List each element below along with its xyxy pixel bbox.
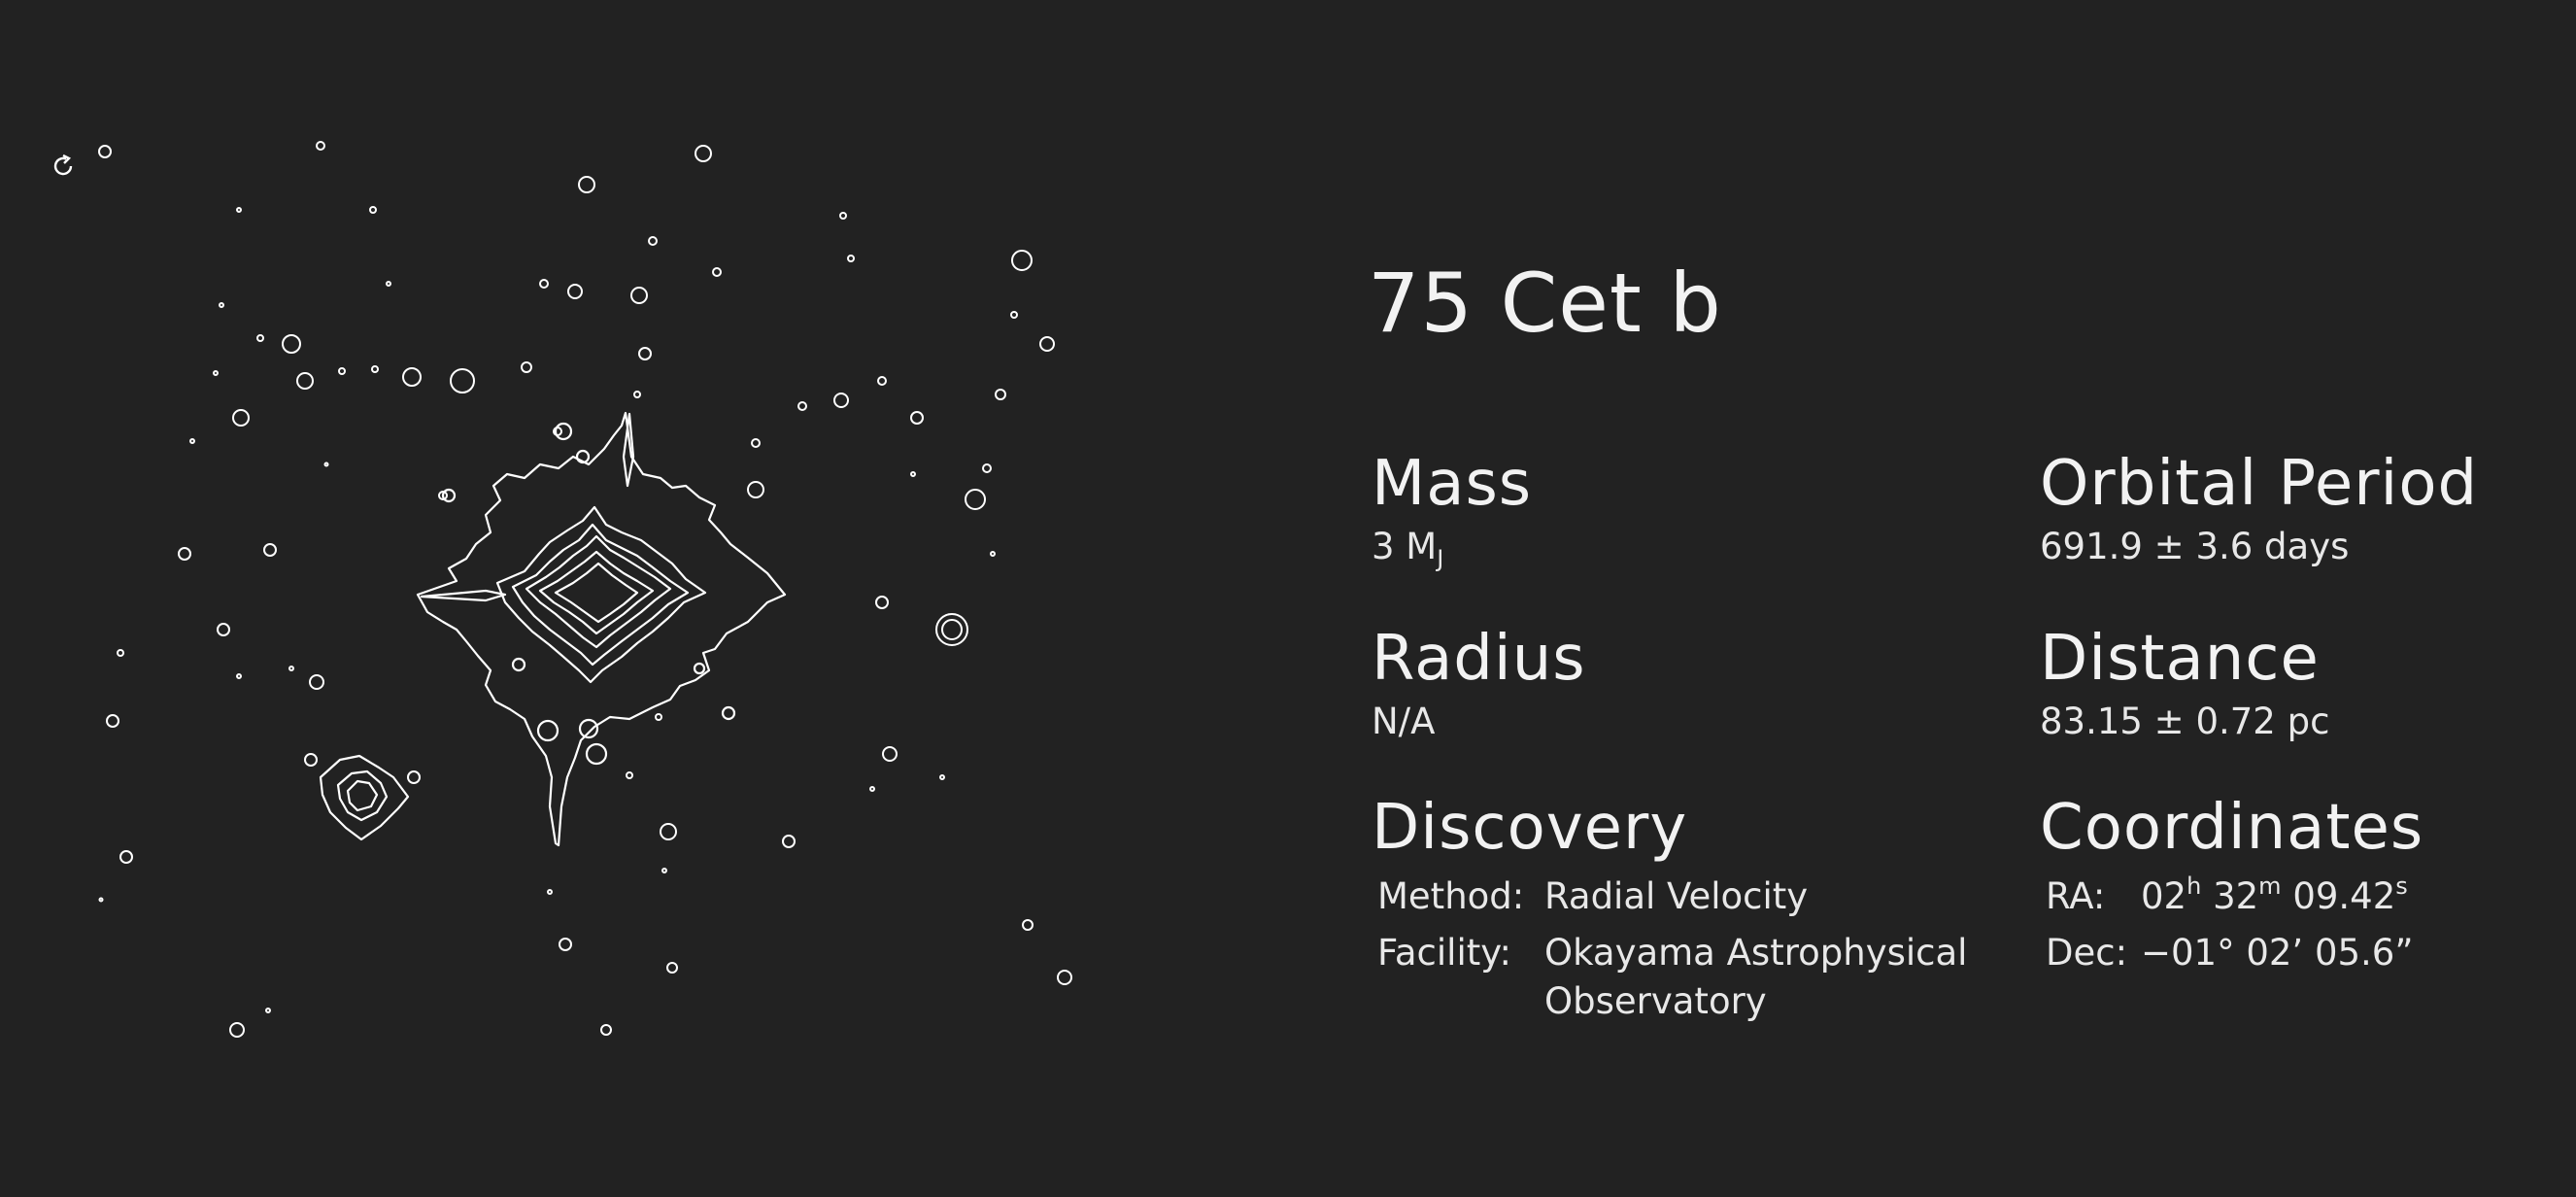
main-star-contour-4 (538, 550, 655, 635)
mass-number: 3 M (1372, 526, 1438, 567)
main-star-contour-3 (525, 534, 672, 649)
ra-minutes: 32 (2213, 875, 2259, 917)
ra-minutes-unit: m (2258, 872, 2282, 900)
ra-hours: 02 (2141, 875, 2187, 917)
facility-value: Okayama Astrophysical Observatory (1544, 929, 1967, 1026)
planet-name: 75 Cet b (1368, 256, 1722, 351)
ra-hours-unit: h (2186, 872, 2202, 900)
method-value: Radial Velocity (1544, 875, 1809, 917)
discovery-method-row: Method: Radial Velocity (1377, 872, 1967, 921)
secondary-star-outer (319, 754, 410, 841)
ra-seconds-unit: s (2395, 872, 2408, 900)
radius-heading: Radius (1372, 623, 1586, 695)
main-star-outer-contour (416, 411, 787, 847)
background-stars (98, 141, 1072, 1038)
coordinates-section: Coordinates RA: 02h 32m 09.42s Dec: −01°… (2040, 797, 2423, 977)
method-label: Method: (1377, 875, 1525, 917)
mass-section: Mass 3 MJ (1372, 453, 1532, 570)
mass-unit-subscript: J (1437, 545, 1444, 572)
star-field-contour-image (0, 0, 1117, 1197)
ra-row: RA: 02h 32m 09.42s (2046, 872, 2423, 921)
dec-row: Dec: −01° 02’ 05.6” (2046, 929, 2423, 977)
radius-section: Radius N/A (1372, 628, 1586, 739)
star-field-svg (98, 141, 1072, 1038)
ra-seconds: 09.42 (2292, 875, 2396, 917)
ra-label: RA: (2046, 875, 2106, 917)
dec-label: Dec: (2046, 932, 2128, 974)
main-star-spike-left (420, 589, 507, 602)
secondary-star-inner (346, 779, 379, 812)
distance-heading: Distance (2040, 623, 2320, 695)
radius-value: N/A (1372, 701, 1436, 742)
orbital-period-section: Orbital Period 691.9 ± 3.6 days (2040, 453, 2478, 564)
discovery-facility-row: Facility: Okayama Astrophysical Observat… (1377, 929, 1967, 1026)
facility-label: Facility: (1377, 932, 1511, 974)
main-star-contour-1 (495, 505, 707, 684)
coordinates-heading: Coordinates (2040, 792, 2424, 864)
facility-value-line1: Okayama Astrophysical (1544, 932, 1968, 974)
main-star-contour-2 (511, 523, 690, 667)
secondary-star-mid (336, 770, 389, 822)
mass-value: 3 MJ (1372, 529, 1532, 570)
mass-heading: Mass (1372, 448, 1533, 520)
main-star-contour-5 (554, 562, 639, 624)
discovery-section: Discovery Method: Radial Velocity Facili… (1372, 797, 1967, 1026)
refresh-icon[interactable] (49, 152, 78, 181)
distance-value: 83.15 ± 0.72 pc (2040, 701, 2330, 742)
orbital-period-value: 691.9 ± 3.6 days (2040, 526, 2350, 567)
ra-value: 02h 32m 09.42s (2141, 872, 2408, 921)
dec-value: −01° 02’ 05.6” (2141, 932, 2414, 974)
main-star-spike-top (622, 412, 635, 488)
distance-section: Distance 83.15 ± 0.72 pc (2040, 628, 2329, 739)
discovery-heading: Discovery (1372, 792, 1688, 864)
facility-value-line2: Observatory (1544, 980, 1767, 1022)
orbital-period-heading: Orbital Period (2040, 448, 2479, 520)
